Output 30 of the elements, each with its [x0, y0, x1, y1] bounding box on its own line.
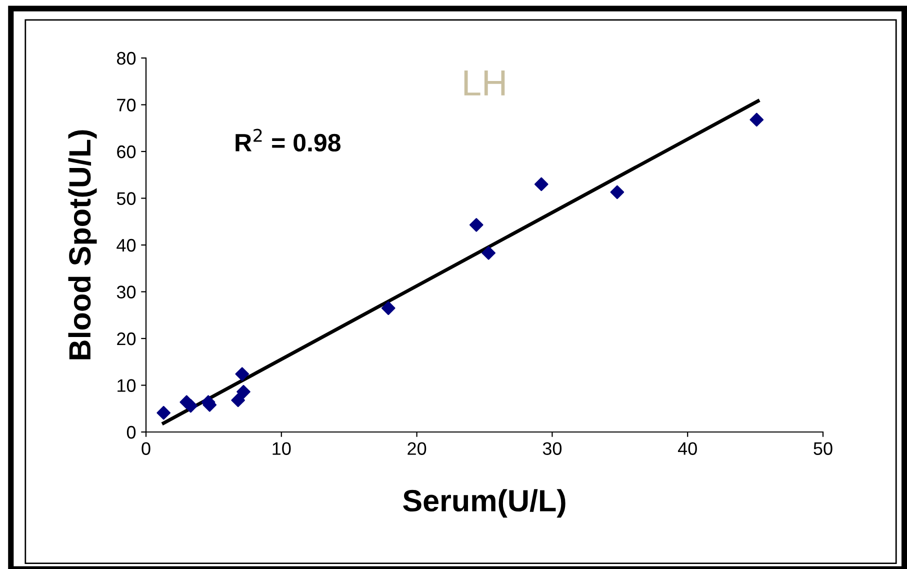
point — [750, 112, 764, 127]
point — [534, 177, 548, 192]
point — [156, 406, 171, 420]
y-tick-label: 60 — [117, 145, 136, 158]
annotation: R$^{2}$ = 0.98 — [236, 128, 340, 152]
y-axis-title: Blood Spot(U/L) — [68, 130, 97, 360]
point — [184, 398, 198, 413]
x-tick-label: 40 — [678, 442, 697, 455]
point — [469, 218, 484, 232]
y-tick-label: 20 — [117, 332, 136, 346]
x-tick-label: 30 — [542, 442, 562, 455]
y-tick-label: 30 — [116, 286, 136, 298]
point — [231, 393, 245, 408]
chart-title: LH — [464, 70, 505, 96]
x-tick-label: 20 — [408, 442, 426, 455]
y-tick-label: 50 — [116, 192, 136, 205]
x-tick-label: 0 — [142, 442, 150, 455]
y-tick-label: 70 — [117, 98, 136, 112]
x-tick-label: 50 — [814, 442, 832, 455]
point — [236, 384, 250, 399]
x-tick-label: 10 — [272, 442, 291, 455]
point — [610, 185, 624, 200]
point — [482, 246, 496, 260]
y-tick-label: 0 — [126, 426, 136, 439]
y-tick-label: 10 — [118, 379, 136, 392]
y-tick-label: 80 — [116, 52, 136, 65]
point — [235, 367, 250, 381]
point — [381, 301, 396, 316]
x-axis-title: Serum(U/L) — [403, 489, 566, 518]
y-tick-label: 40 — [116, 238, 136, 252]
